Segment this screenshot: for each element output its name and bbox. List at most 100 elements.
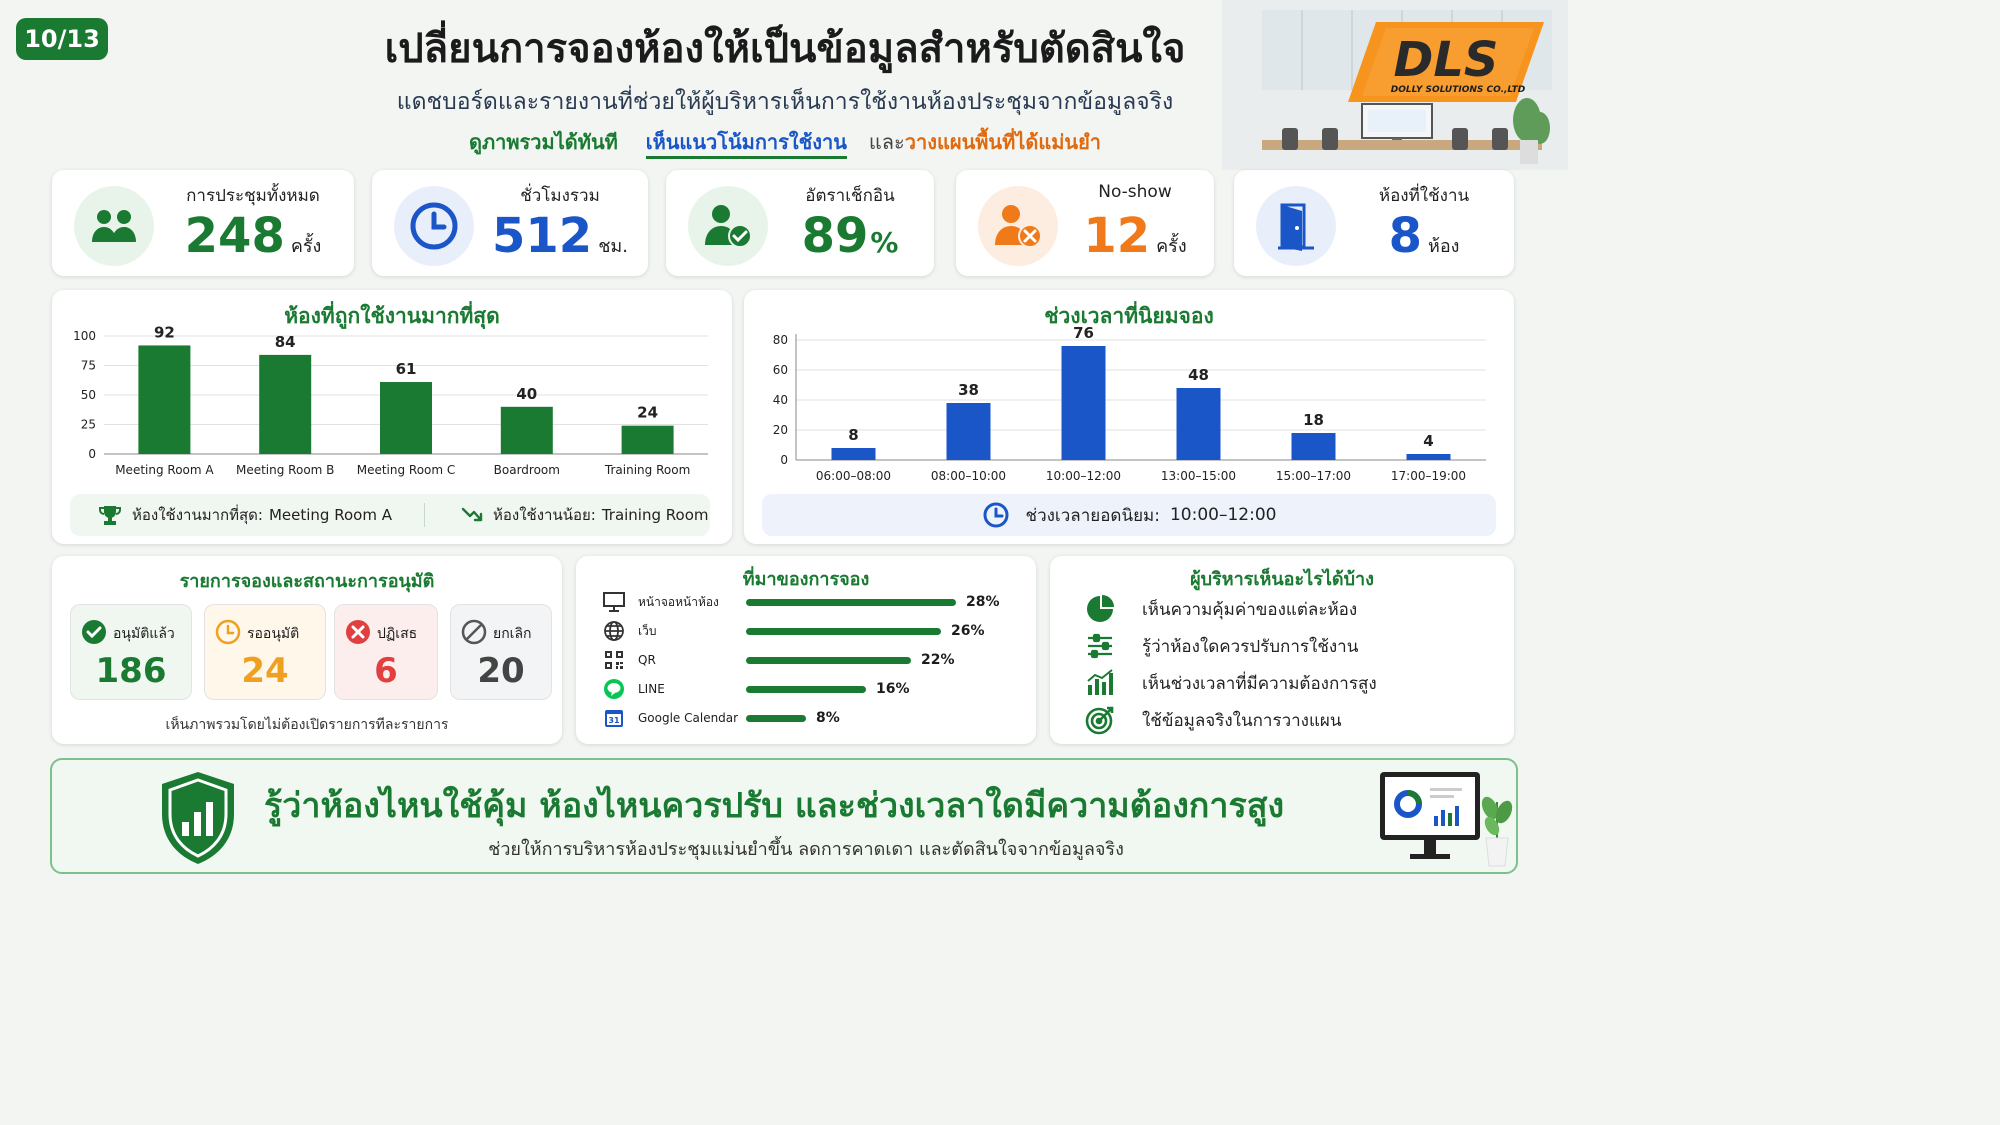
kpi-card-meetings: การประชุมทั้งหมด 248 ครั้ง <box>52 170 354 276</box>
source-pct: 22% <box>921 652 955 668</box>
logo-company: DOLLY SOLUTIONS CO.,LTD <box>1391 85 1526 95</box>
shield-chart-icon <box>158 770 238 870</box>
kpi-unit: ชม. <box>598 236 628 257</box>
x-tick-label: 10:00–12:00 <box>1046 469 1121 483</box>
qr-icon <box>602 648 626 672</box>
x-tick-label: Boardroom <box>494 463 560 477</box>
status-value: 24 <box>241 651 289 691</box>
dashboard-monitor-icon <box>1376 768 1488 872</box>
source-label: หน้าจอหน้าห้อง <box>638 594 719 609</box>
x-tick-label: 15:00–17:00 <box>1276 469 1351 483</box>
most-used-label: ห้องใช้งานมากที่สุด: <box>132 506 263 524</box>
source-bar <box>746 685 866 693</box>
least-used-value: Training Room <box>601 506 709 524</box>
kpi-value: 89 <box>801 208 869 264</box>
plant-icon <box>1480 788 1514 874</box>
calendar-icon: 31 <box>602 706 626 730</box>
y-tick-label: 60 <box>773 363 788 377</box>
summary-banner: รู้ว่าห้องไหนใช้คุ้ม ห้องไหนควรปรับ และช… <box>50 758 1518 874</box>
status-label: รออนุมัติ <box>247 626 300 642</box>
status-cancelled: ยกเลิก 20 <box>450 604 552 700</box>
bar-chart-icon <box>1084 668 1116 698</box>
source-pct: 26% <box>951 623 985 639</box>
clock-icon <box>215 619 241 649</box>
y-tick-label: 80 <box>773 333 788 347</box>
top-rooms-panel: ห้องที่ถูกใช้งานมากที่สุด 0 25 50 75 100 92 Me… <box>52 290 732 544</box>
tagline-part3: วางแผนพื้นที่ได้แม่นยำ <box>904 130 1102 154</box>
insight-row: เห็นความคุ้มค่าของแต่ละห้อง <box>1084 594 1357 624</box>
source-row: หน้าจอหน้าห้อง 28% <box>602 590 1000 614</box>
kpi-value: 8 <box>1388 208 1422 264</box>
target-icon <box>1084 705 1116 735</box>
check-circle-icon <box>81 619 107 649</box>
kpi-unit: ครั้ง <box>1156 236 1187 257</box>
x-tick-label: Meeting Room C <box>357 463 456 477</box>
banner-title: รู้ว่าห้องไหนใช้คุ้ม ห้องไหนควรปรับ และช… <box>264 786 1285 826</box>
x-tick-label: 17:00–19:00 <box>1391 469 1466 483</box>
tagline: ดูภาพรวมได้ทันที เห็นแนวโน้มการใช้งาน แล… <box>200 126 1370 159</box>
status-note: เห็นภาพรวมโดยไม่ต้องเปิดรายการทีละรายการ <box>165 717 449 733</box>
x-tick-label: 08:00–10:00 <box>931 469 1006 483</box>
source-bar <box>746 714 806 722</box>
booking-status-panel: รายการจองและสถานะการอนุมัติ อนุมัติแล้ว … <box>52 556 562 744</box>
insight-row: รู้ว่าห้องใดควรปรับการใช้งาน <box>1084 631 1358 661</box>
data-label: 40 <box>516 385 537 403</box>
bar <box>1406 454 1451 460</box>
data-label: 48 <box>1188 366 1209 384</box>
kpi-value: 12 <box>1083 208 1151 264</box>
top-rooms-chart: 0 25 50 75 100 92 Meeting Room A 84 Meeting Room… <box>73 323 708 477</box>
kpi-unit: % <box>870 226 899 259</box>
pie-chart-icon <box>1084 594 1116 624</box>
tagline-connector: และ <box>868 130 905 154</box>
data-label: 84 <box>275 333 296 351</box>
monitor-icon <box>602 590 626 614</box>
clock-icon <box>394 186 474 266</box>
clock-icon <box>982 501 1010 529</box>
data-label: 18 <box>1303 411 1324 429</box>
source-bar <box>746 627 941 635</box>
kpi-label: ชั่วโมงรวม <box>520 186 600 206</box>
x-tick-label: Meeting Room B <box>236 463 334 477</box>
source-row: เว็บ 26% <box>602 619 985 643</box>
kpi-card-checkin: อัตราเช็กอิน 89% <box>666 170 934 276</box>
logo-text: DLS <box>1394 32 1499 88</box>
cancel-icon <box>461 619 487 649</box>
y-tick-label: 0 <box>88 447 96 461</box>
peak-times-chart: 0 20 40 60 80 8 06:00–08:00 38 08:00–10:00 76 10:0… <box>773 324 1486 483</box>
globe-icon <box>602 619 626 643</box>
peak-times-panel: ช่วงเวลาที่นิยมจอง 0 20 40 60 80 8 06:00–08:00… <box>744 290 1514 544</box>
line-icon <box>602 677 626 701</box>
kpi-value: 512 <box>491 208 593 264</box>
y-tick-label: 75 <box>81 359 96 373</box>
insights-panel: ผู้บริหารเห็นอะไรได้บ้าง เห็นความคุ้มค่า… <box>1050 556 1514 744</box>
source-pct: 8% <box>816 710 840 726</box>
bar <box>259 354 312 454</box>
kpi-value: 248 <box>184 208 285 264</box>
source-row: LINE 16% <box>602 677 910 701</box>
peak-label: ช่วงเวลายอดนิยม: <box>1025 505 1160 526</box>
y-tick-label: 40 <box>773 393 788 407</box>
data-label: 76 <box>1073 324 1094 342</box>
status-value: 6 <box>374 651 398 691</box>
trend-down-icon <box>461 506 483 524</box>
page-subtitle: แดชบอร์ดและรายงานที่ช่วยให้ผู้บริหารเห็น… <box>396 89 1174 115</box>
panel-title: รายการจองและสถานะการอนุมัติ <box>179 571 435 592</box>
page-title: เปลี่ยนการจองห้องให้เป็นข้อมูลสำหรับตัดส… <box>384 26 1186 72</box>
user-check-icon <box>688 186 768 266</box>
status-approved: อนุมัติแล้ว 186 <box>70 604 192 700</box>
x-tick-label: Meeting Room A <box>115 463 214 477</box>
most-used-value: Meeting Room A <box>268 506 392 524</box>
svg-text:31: 31 <box>608 716 620 725</box>
bar <box>831 448 876 460</box>
status-label: อนุมัติแล้ว <box>113 626 175 642</box>
kpi-unit: ครั้ง <box>290 236 322 257</box>
user-x-icon <box>978 186 1058 266</box>
source-row: QR 22% <box>602 648 955 672</box>
bar <box>138 345 191 454</box>
y-tick-label: 0 <box>780 453 788 467</box>
bar <box>500 406 553 454</box>
y-tick-label: 50 <box>81 388 96 402</box>
insight-text: เห็นช่วงเวลาที่มีความต้องการสูง <box>1142 673 1377 694</box>
insight-row: ใช้ข้อมูลจริงในการวางแผน <box>1084 705 1342 735</box>
divider <box>423 503 425 527</box>
